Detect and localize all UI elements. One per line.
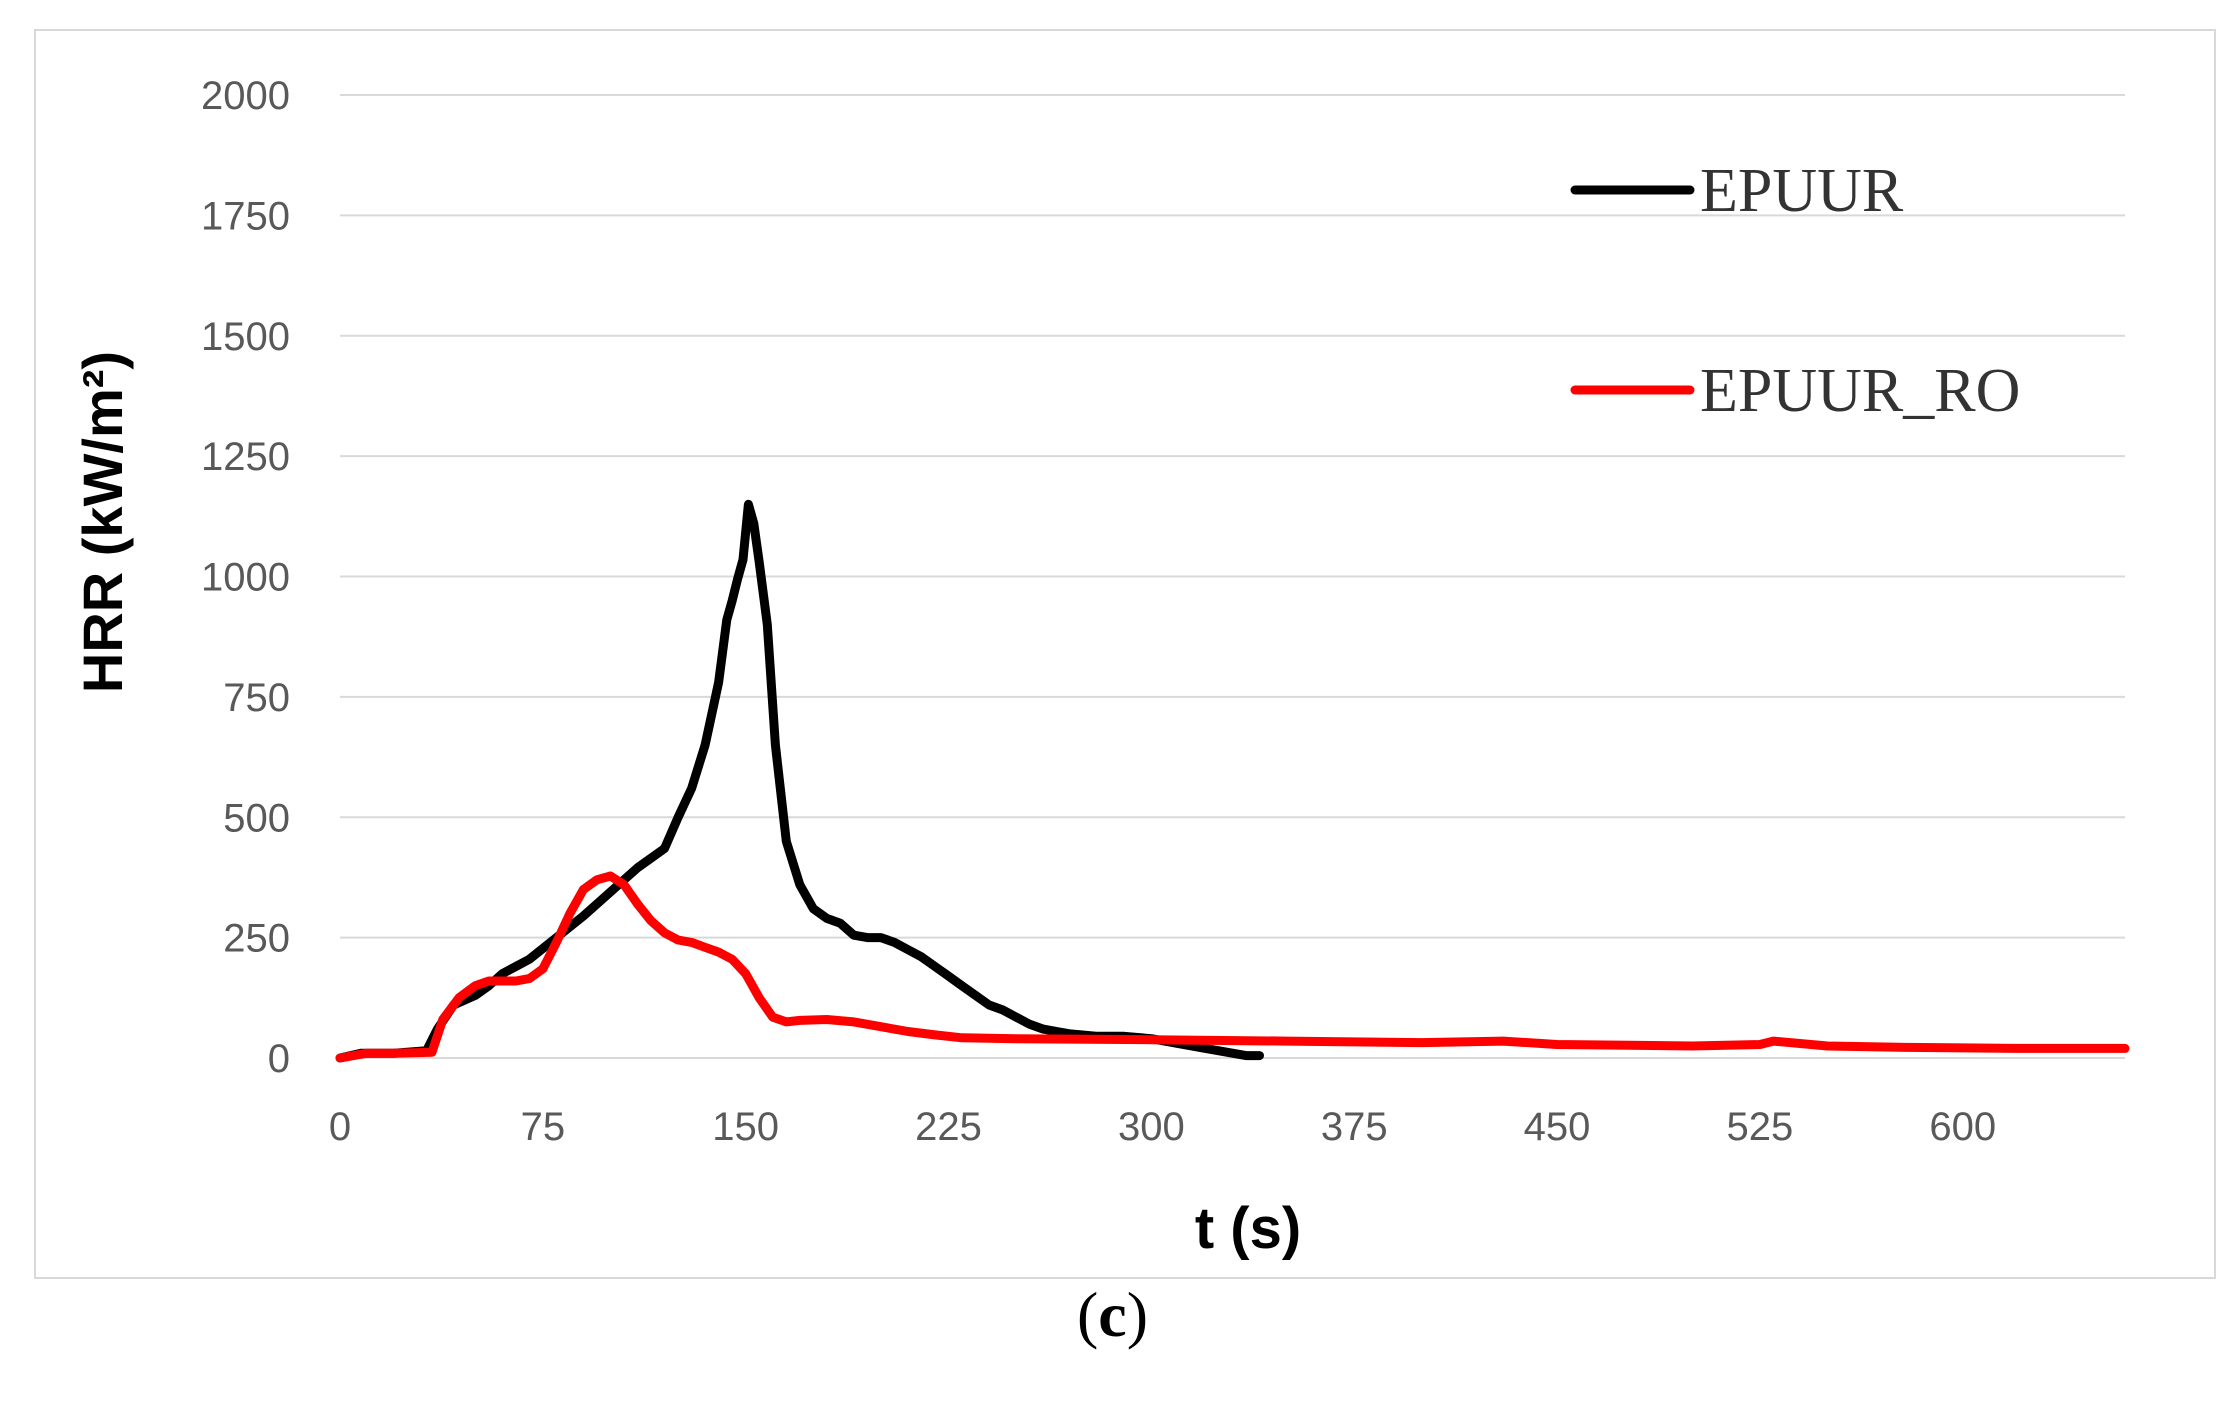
x-tick-label-300: 300 <box>1118 1105 1185 1149</box>
y-tick-label-1750: 1750 <box>201 194 290 238</box>
y-tick-label-0: 0 <box>268 1037 290 1081</box>
x-axis-title: t (s) <box>1195 1196 1301 1261</box>
x-tick-label-375: 375 <box>1321 1105 1388 1149</box>
caption-open-paren: ( <box>1076 1279 1099 1350</box>
caption-close-paren: ) <box>1126 1279 1149 1350</box>
y-tick-label-250: 250 <box>223 917 290 961</box>
figure-caption: (c) <box>0 1278 2225 1352</box>
series-lines <box>335 499 2130 1063</box>
y-tick-label-1000: 1000 <box>201 556 290 600</box>
chart-frame <box>34 29 2216 1279</box>
caption-letter: c <box>1098 1279 1127 1350</box>
x-tick-label-225: 225 <box>915 1105 982 1149</box>
y-tick-label-1500: 1500 <box>201 315 290 359</box>
series-line-epuur <box>335 499 1264 1063</box>
y-tick-labels: 0 250 500 750 1000 1250 1500 1750 2000 <box>201 74 290 1081</box>
series-line-epuur-ro <box>335 871 2130 1063</box>
y-tick-label-2000: 2000 <box>201 74 290 118</box>
y-tick-label-1250: 1250 <box>201 435 290 479</box>
legend-label-epuur-ro: EPUUR_RO <box>1700 357 2020 425</box>
legend: EPUUR EPUUR_RO <box>1570 157 2020 425</box>
legend-label-epuur: EPUUR <box>1700 157 1904 225</box>
x-tick-label-150: 150 <box>712 1105 779 1149</box>
x-tick-label-75: 75 <box>521 1105 566 1149</box>
x-tick-label-450: 450 <box>1524 1105 1591 1149</box>
x-tick-label-525: 525 <box>1727 1105 1794 1149</box>
x-tick-label-0: 0 <box>329 1105 351 1149</box>
y-tick-label-500: 500 <box>223 796 290 840</box>
x-tick-labels: 0 75 150 225 300 375 450 525 600 <box>329 1105 1996 1149</box>
y-axis-title: HRR (kW/m²) <box>71 351 134 693</box>
y-tick-label-750: 750 <box>223 676 290 720</box>
gridlines <box>340 94 2125 1059</box>
x-tick-label-600: 600 <box>1929 1105 1996 1149</box>
